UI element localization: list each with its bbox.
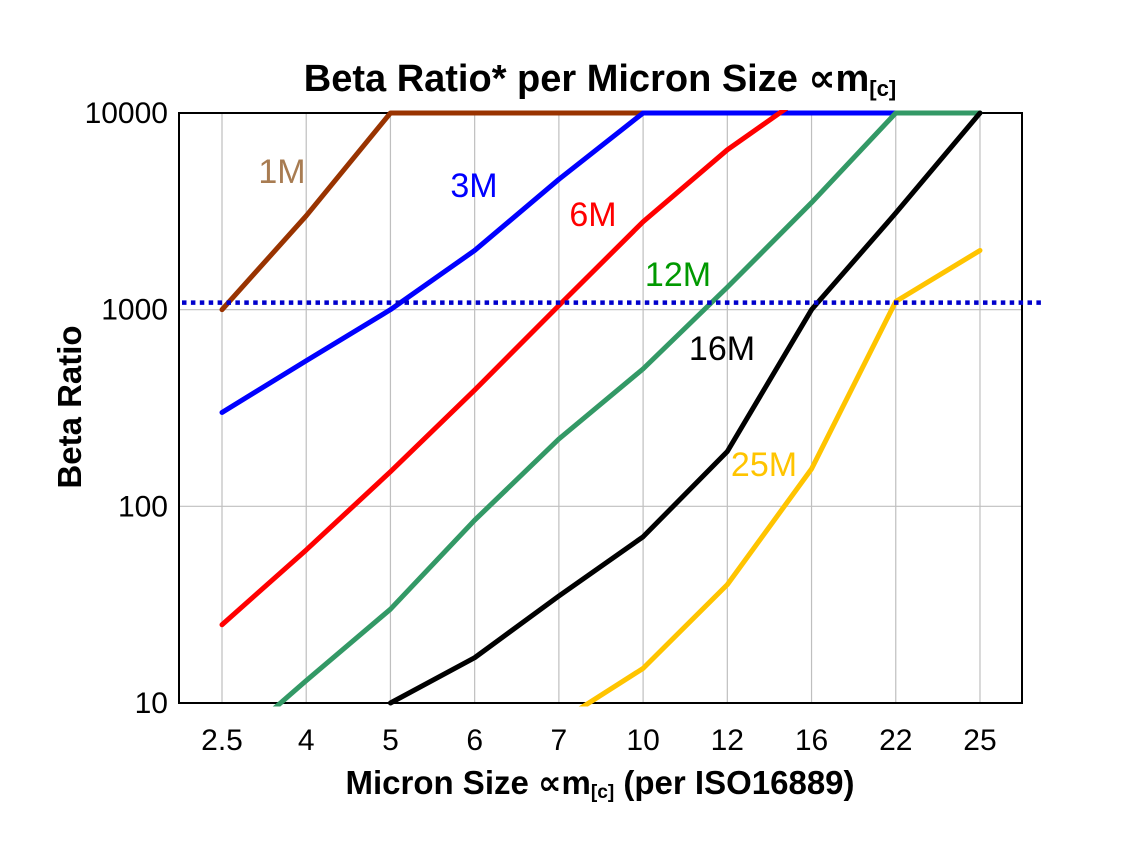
series-label-6M: 6M xyxy=(569,196,616,234)
series-label-25M: 25M xyxy=(731,446,797,484)
y-tick-10000: 10000 xyxy=(85,97,168,130)
proportional-symbol: ∝m xyxy=(808,58,870,100)
series-lines xyxy=(219,110,983,707)
series-labels: 1M 3M 6M 12M 16M 25M xyxy=(258,153,797,484)
x-axis-proportional-symbol: ∝m xyxy=(538,764,591,801)
chart-title: Beta Ratio* per Micron Size ∝m[c] xyxy=(177,58,1023,104)
x-tick-labels: 2.5 4 5 6 7 10 12 16 22 25 xyxy=(201,724,997,757)
series-line-1M xyxy=(219,110,646,313)
series-label-12M: 12M xyxy=(645,256,711,294)
y-axis-title: Beta Ratio xyxy=(51,325,88,489)
x-tick-7: 7 xyxy=(551,724,568,757)
x-tick-12: 12 xyxy=(711,724,744,757)
x-axis-title: Micron Size ∝m[c] (per ISO16889) xyxy=(177,763,1023,804)
y-tick-1000: 1000 xyxy=(101,294,168,327)
x-tick-6: 6 xyxy=(466,724,483,757)
series-label-3M: 3M xyxy=(450,167,497,205)
chart-title-subscript: [c] xyxy=(869,75,897,101)
x-tick-22: 22 xyxy=(879,724,912,757)
x-tick-16: 16 xyxy=(795,724,828,757)
series-line-6M xyxy=(219,110,789,628)
gridlines xyxy=(179,113,1022,703)
x-tick-10: 10 xyxy=(626,724,659,757)
series-line-25M xyxy=(578,247,983,707)
y-tick-100: 100 xyxy=(118,490,168,523)
series-label-1M: 1M xyxy=(258,153,305,191)
series-line-16M xyxy=(387,110,983,706)
series-label-16M: 16M xyxy=(689,330,755,368)
x-axis-title-subscript: [c] xyxy=(590,782,615,804)
x-axis-title-suffix: (per ISO16889) xyxy=(614,764,855,801)
chart-title-text: Beta Ratio* per Micron Size xyxy=(303,58,809,100)
x-axis-title-text: Micron Size xyxy=(345,764,539,801)
series-line-12M xyxy=(272,110,983,707)
x-tick-5: 5 xyxy=(382,724,399,757)
x-tick-4: 4 xyxy=(298,724,315,757)
y-tick-10: 10 xyxy=(135,687,168,720)
x-tick-25: 25 xyxy=(963,724,996,757)
x-tick-2.5: 2.5 xyxy=(201,724,243,757)
y-tick-labels: 10 100 1000 10000 xyxy=(85,97,168,720)
